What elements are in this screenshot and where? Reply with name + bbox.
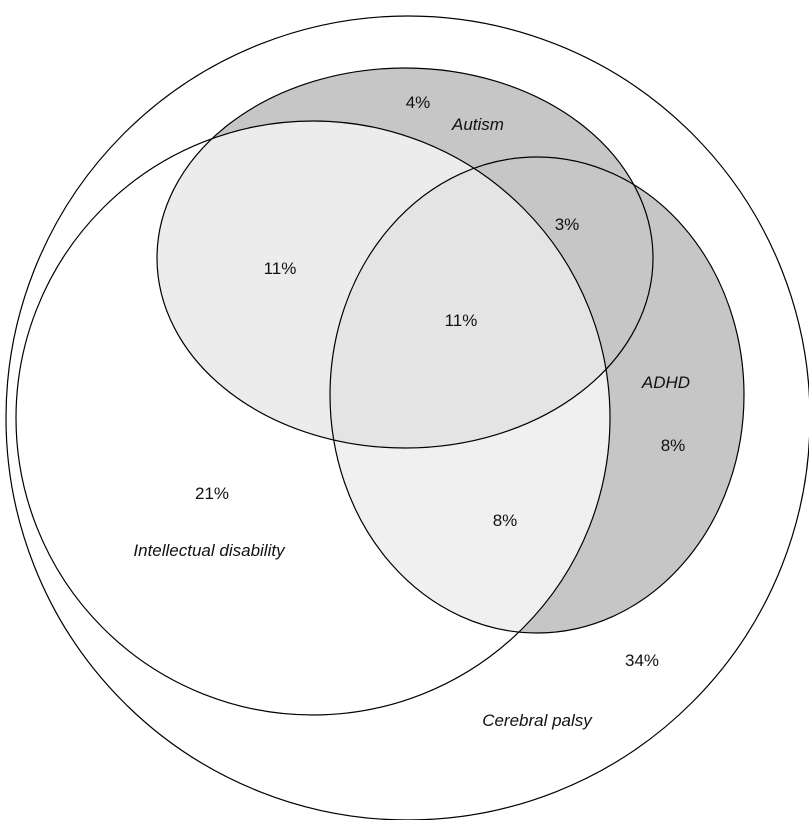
adhd-only-percent: 8% — [661, 436, 686, 455]
adhd-label: ADHD — [641, 373, 690, 392]
id-autism-adhd-overlap-fill — [330, 157, 610, 448]
autism-ellipse — [156, 67, 654, 449]
autism-only-percent: 4% — [406, 93, 431, 112]
cerebral-palsy-label: Cerebral palsy — [482, 711, 593, 730]
autism-adhd-percent: 3% — [555, 215, 580, 234]
intellectual-disability-label: Intellectual disability — [133, 541, 286, 560]
id-autism-adhd-percent: 11% — [445, 311, 478, 330]
intellectual-disability-circle — [15, 120, 611, 716]
cerebral-palsy-circle — [5, 15, 809, 820]
autism-label: Autism — [451, 115, 504, 134]
cp-only-percent: 34% — [625, 651, 659, 670]
id-autism-percent: 11% — [264, 259, 297, 278]
adhd-ellipse — [329, 156, 745, 634]
id-adhd-percent: 8% — [493, 511, 518, 530]
id-only-percent: 21% — [195, 484, 229, 503]
